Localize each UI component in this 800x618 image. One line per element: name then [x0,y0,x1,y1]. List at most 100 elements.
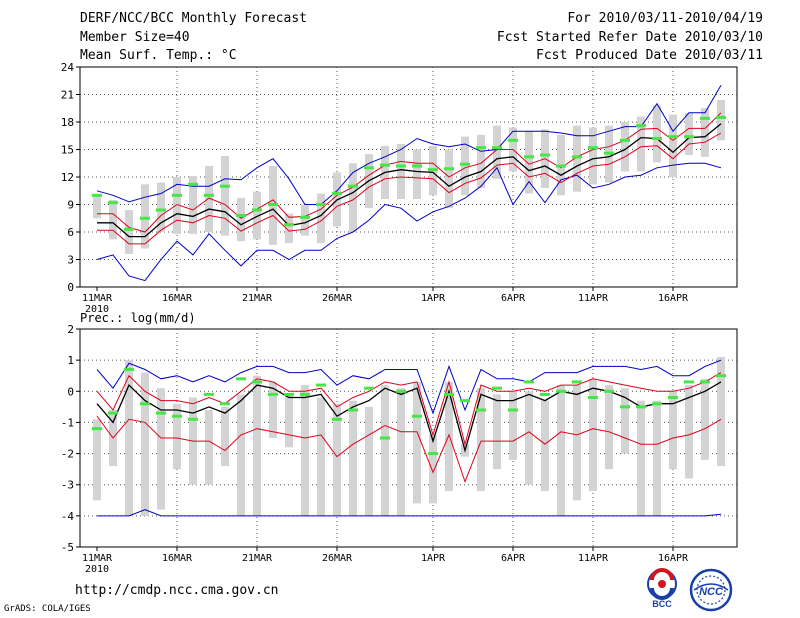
source-url[interactable]: http://cmdp.ncc.cma.gov.cn [75,583,279,598]
ncc-logo: NCC [689,568,733,612]
ensemble-box [93,195,101,219]
marker-point [412,414,422,418]
ensemble-box [397,388,405,516]
marker-point [380,436,390,440]
y-tick-label: -5 [61,541,74,554]
marker-point [284,392,294,396]
marker-point [492,146,502,150]
ensemble-box [205,166,213,232]
marker-point [460,399,470,403]
ensemble-box [397,144,405,199]
marker-point [236,214,246,217]
x-tick-label: 21MAR [242,293,273,304]
marker-point [428,452,438,456]
ensemble-box [189,176,197,234]
y-tick-label: 3 [67,254,74,267]
ensemble-max-line [96,359,722,415]
marker-point [172,193,182,197]
bcc-logo: BCC [647,568,677,609]
marker-point [300,392,310,396]
ensemble-box [125,210,133,254]
ensemble-box [381,385,389,516]
ensemble-box [365,406,373,516]
y-tick-label: 12 [61,171,74,184]
ensemble-box [637,116,645,172]
marker-point [524,155,534,159]
marker-point [332,192,342,195]
ensemble-max-line [96,85,722,205]
marker-point [540,392,550,396]
ensemble-box [413,381,421,504]
ensemble-box [301,385,309,516]
ensemble-box [109,199,117,240]
forecast-range: For 2010/03/11-2010/04/19 [567,11,763,26]
marker-point [252,208,262,212]
ensemble-box [253,191,261,240]
ensemble-box [301,204,309,236]
marker-point [636,405,646,409]
ensemble-box [493,125,501,179]
marker-point [332,417,342,421]
y-tick-label: 18 [61,116,74,129]
y-tick-label: 0 [67,281,74,294]
x-tick-year-label: 2010 [85,304,109,315]
upper-band-line [96,372,722,447]
marker-point [636,124,646,128]
marker-point [284,223,294,227]
marker-point [620,138,630,142]
ensemble-box [221,155,229,236]
marker-point [92,193,102,197]
ensemble-box [285,394,293,448]
ensemble-box [237,394,245,516]
marker-point [476,146,486,150]
x-tick-label: 1APR [421,293,446,304]
marker-point [508,138,518,142]
marker-point [556,389,566,393]
marker-point [652,402,662,406]
marker-point [588,396,598,400]
ensemble-box [477,388,485,491]
marker-point [124,367,134,371]
ensemble-box [477,134,485,188]
marker-point [460,162,470,166]
ensemble-box [717,357,725,467]
x-tick-label: 16APR [658,553,689,564]
marker-point [188,417,198,421]
x-tick-year-label: 2010 [85,564,109,575]
x-tick-label: 1APR [421,553,446,564]
ensemble-box [93,419,101,501]
ensemble-box [269,381,277,438]
ensemble-box [445,149,453,209]
marker-point [412,164,422,168]
ensemble-box [285,213,293,243]
marker-point [156,411,166,415]
ensemble-box [141,184,149,249]
marker-point [524,380,534,384]
ncc-logo-text: NCC [699,586,724,598]
fcst-started-date: Fcst Started Refer Date 2010/03/10 [496,30,763,45]
marker-point [476,408,486,412]
marker-point [188,182,198,186]
x-tick-label: 6APR [501,293,526,304]
y-tick-label: -2 [61,448,74,461]
bcc-logo-text: BCC [652,599,672,609]
y-tick-label: -3 [61,479,74,492]
lower-band-line [96,415,722,484]
marker-point [140,402,150,406]
ensemble-box [349,400,357,516]
ensemble-box [589,378,597,491]
marker-point [204,193,214,197]
marker-point [140,216,150,220]
marker-point [444,167,454,171]
ensemble-min-line [97,509,722,517]
panel-frame [79,328,738,548]
marker-point [300,215,310,219]
marker-point [588,146,598,150]
marker-point [316,203,326,206]
marker-point [92,427,102,431]
ensemble-box [253,375,261,516]
ensemble-box [317,193,325,243]
marker-point [204,392,214,396]
ensemble-box [349,163,357,232]
